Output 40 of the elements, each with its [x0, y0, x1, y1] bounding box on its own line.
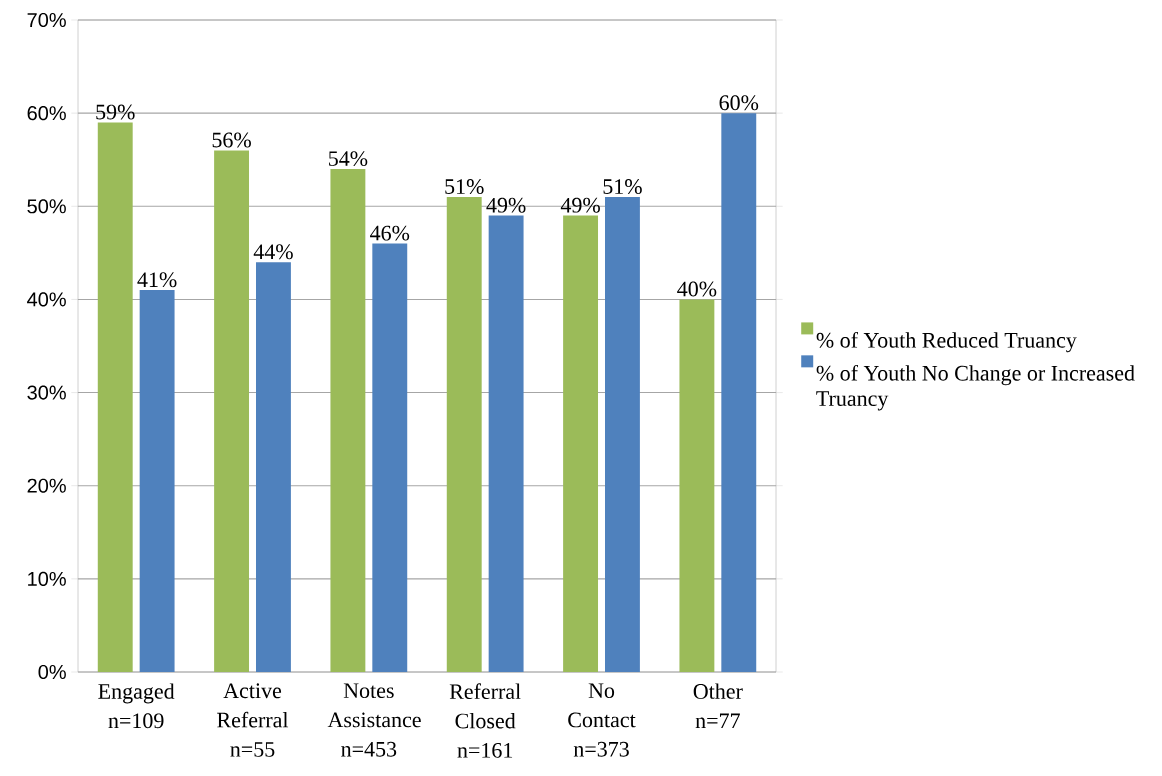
y-tick-label: 20% [27, 478, 66, 493]
y-tick-label: 40% [27, 292, 66, 307]
bar [605, 196, 640, 672]
x-tick-label: Engaged n=109 [98, 683, 175, 729]
bar [330, 169, 366, 672]
data-label: 60% [719, 95, 759, 111]
bar [256, 262, 291, 672]
y-tick-label: 0% [38, 664, 66, 680]
data-label: 41% [137, 272, 177, 288]
bar [214, 150, 250, 672]
x-tick-label: Notes Assistance n=453 [327, 683, 421, 757]
x-tick-label: Active Referral n=55 [217, 683, 289, 757]
data-label: 46% [370, 225, 410, 241]
y-tick-label: 10% [28, 571, 66, 586]
bar [97, 122, 133, 672]
text: % of Youth No Change or Increased Truancy [816, 364, 1135, 411]
bar [372, 243, 408, 672]
bar [488, 215, 524, 672]
data-label: 49% [560, 197, 600, 213]
data-label: 59% [96, 104, 135, 120]
data-label: 56% [212, 132, 251, 148]
bar [563, 215, 599, 672]
x-tick-label: Referral Closed n=161 [449, 683, 521, 758]
y-tick-label: 60% [27, 106, 66, 121]
y-tick-label: 70% [27, 12, 66, 28]
bar [446, 196, 482, 672]
legend-label: % of Youth Reduced Truancy [816, 332, 1077, 353]
data-label: 40% [677, 281, 717, 297]
x-tick-label: Other n=77 [693, 683, 743, 728]
data-label: 44% [253, 244, 293, 260]
data-label: 51% [603, 179, 642, 195]
bar [139, 290, 175, 672]
bar [679, 299, 715, 672]
y-tick-label: 50% [27, 199, 66, 214]
bar [721, 113, 757, 672]
y-tick-label: 30% [27, 385, 66, 400]
data-label: 54% [329, 151, 368, 167]
data-label: 51% [445, 179, 484, 195]
data-label: 49% [486, 197, 526, 213]
x-tick-label: No Contact n=373 [568, 683, 636, 757]
